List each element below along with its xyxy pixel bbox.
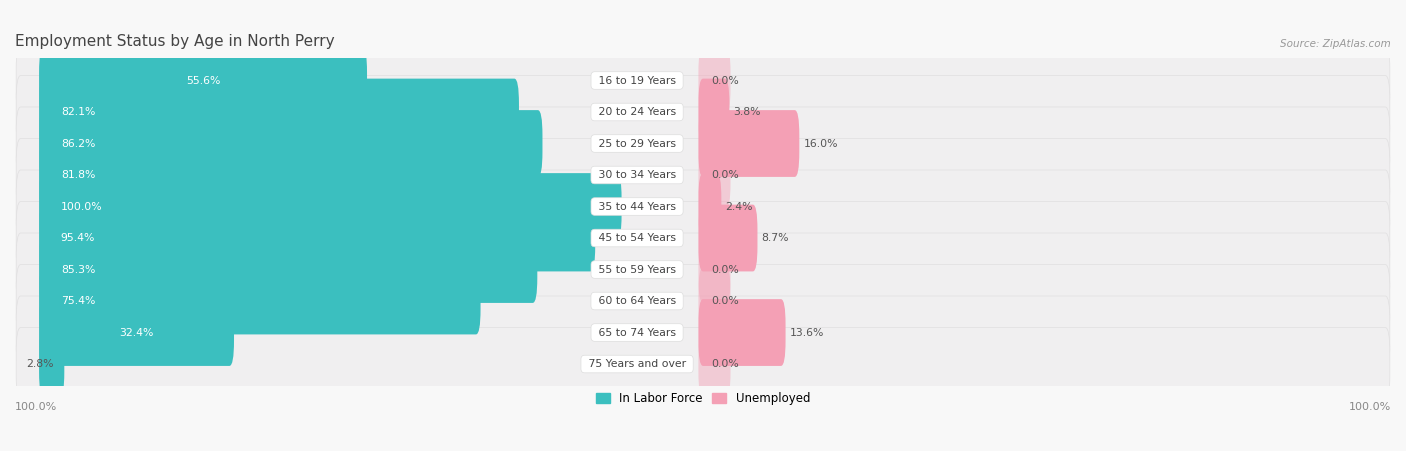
Text: 65 to 74 Years: 65 to 74 Years: [595, 327, 679, 337]
FancyBboxPatch shape: [39, 110, 543, 177]
FancyBboxPatch shape: [15, 107, 1391, 180]
Text: 95.4%: 95.4%: [60, 233, 96, 243]
Text: 20 to 24 Years: 20 to 24 Years: [595, 107, 679, 117]
Text: 55.6%: 55.6%: [186, 75, 221, 86]
FancyBboxPatch shape: [15, 170, 1391, 243]
Text: 32.4%: 32.4%: [120, 327, 153, 337]
Text: 60 to 64 Years: 60 to 64 Years: [595, 296, 679, 306]
Text: 25 to 29 Years: 25 to 29 Years: [595, 138, 679, 148]
FancyBboxPatch shape: [39, 331, 65, 397]
FancyBboxPatch shape: [699, 236, 731, 303]
Text: 2.8%: 2.8%: [27, 359, 53, 369]
Text: 100.0%: 100.0%: [1348, 402, 1391, 413]
Text: 0.0%: 0.0%: [711, 265, 740, 275]
FancyBboxPatch shape: [39, 78, 519, 145]
FancyBboxPatch shape: [39, 267, 481, 335]
FancyBboxPatch shape: [39, 47, 367, 114]
FancyBboxPatch shape: [39, 205, 595, 272]
FancyBboxPatch shape: [15, 233, 1391, 306]
FancyBboxPatch shape: [15, 138, 1391, 212]
FancyBboxPatch shape: [39, 236, 537, 303]
FancyBboxPatch shape: [15, 202, 1391, 275]
FancyBboxPatch shape: [699, 173, 721, 240]
Text: 3.8%: 3.8%: [734, 107, 761, 117]
FancyBboxPatch shape: [699, 267, 731, 335]
Legend: In Labor Force, Unemployed: In Labor Force, Unemployed: [591, 387, 815, 410]
FancyBboxPatch shape: [39, 299, 233, 366]
FancyBboxPatch shape: [699, 78, 730, 145]
FancyBboxPatch shape: [699, 47, 731, 114]
Text: 30 to 34 Years: 30 to 34 Years: [595, 170, 679, 180]
Text: 81.8%: 81.8%: [60, 170, 96, 180]
Text: 86.2%: 86.2%: [60, 138, 96, 148]
FancyBboxPatch shape: [39, 142, 517, 208]
Text: 0.0%: 0.0%: [711, 359, 740, 369]
Text: 0.0%: 0.0%: [711, 75, 740, 86]
Text: Source: ZipAtlas.com: Source: ZipAtlas.com: [1281, 39, 1391, 49]
Text: 100.0%: 100.0%: [60, 202, 103, 212]
Text: 75 Years and over: 75 Years and over: [585, 359, 689, 369]
FancyBboxPatch shape: [15, 75, 1391, 148]
FancyBboxPatch shape: [699, 299, 786, 366]
FancyBboxPatch shape: [15, 264, 1391, 337]
Text: 13.6%: 13.6%: [790, 327, 824, 337]
Text: 2.4%: 2.4%: [725, 202, 752, 212]
Text: 16 to 19 Years: 16 to 19 Years: [595, 75, 679, 86]
Text: 8.7%: 8.7%: [762, 233, 789, 243]
FancyBboxPatch shape: [15, 327, 1391, 400]
Text: 45 to 54 Years: 45 to 54 Years: [595, 233, 679, 243]
Text: 85.3%: 85.3%: [60, 265, 96, 275]
Text: Employment Status by Age in North Perry: Employment Status by Age in North Perry: [15, 34, 335, 49]
FancyBboxPatch shape: [39, 173, 621, 240]
Text: 55 to 59 Years: 55 to 59 Years: [595, 265, 679, 275]
Text: 0.0%: 0.0%: [711, 296, 740, 306]
Text: 100.0%: 100.0%: [15, 402, 58, 413]
FancyBboxPatch shape: [15, 296, 1391, 369]
Text: 0.0%: 0.0%: [711, 170, 740, 180]
Text: 35 to 44 Years: 35 to 44 Years: [595, 202, 679, 212]
Text: 75.4%: 75.4%: [60, 296, 96, 306]
FancyBboxPatch shape: [699, 205, 758, 272]
Text: 82.1%: 82.1%: [60, 107, 96, 117]
FancyBboxPatch shape: [15, 44, 1391, 117]
Text: 16.0%: 16.0%: [803, 138, 838, 148]
FancyBboxPatch shape: [699, 142, 731, 208]
FancyBboxPatch shape: [699, 110, 800, 177]
FancyBboxPatch shape: [699, 331, 731, 397]
